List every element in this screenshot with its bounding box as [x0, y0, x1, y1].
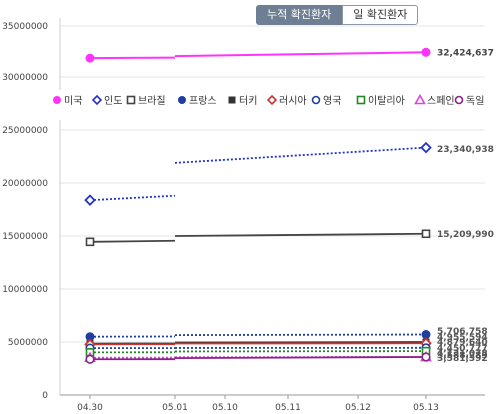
data-label: 23,340,938 [437, 145, 494, 155]
legend-marker [311, 95, 321, 105]
data-label: 4,879,640 [437, 338, 488, 348]
data-point [85, 354, 95, 364]
legend-marker [178, 96, 186, 104]
series-line-브라질 [89, 239, 176, 243]
legend-marker [414, 93, 426, 105]
data-label: 32,424,637 [437, 48, 494, 58]
y-tick-label: 5000000 [8, 338, 48, 348]
y-tick-label: 30000000 [2, 73, 48, 83]
legend-label: 미국 [64, 95, 82, 107]
view-tabs: 누적 확진환자 일 확진환자 [256, 5, 419, 25]
x-tick-label: 05.11 [275, 403, 301, 413]
legend-label: 러시아 [279, 95, 307, 107]
series-line-미국 [174, 51, 427, 58]
legend-label: 독일 [466, 95, 484, 107]
data-label: 4,131,078 [437, 349, 488, 359]
series-line-독일 [174, 356, 427, 360]
series-line-프랑스 [174, 333, 427, 337]
series-line-인도 [174, 146, 427, 164]
data-point [85, 53, 95, 63]
data-label: 15,209,990 [437, 230, 494, 240]
series-line-인도 [89, 194, 176, 202]
y-tick-label: 10000000 [2, 285, 48, 295]
data-point [420, 141, 432, 154]
legend-label: 이탈리아 [368, 94, 405, 107]
legend-marker [91, 94, 103, 106]
data-point [421, 352, 431, 362]
series-line-미국 [89, 56, 176, 60]
legend-label: 인도 [104, 95, 122, 107]
tab-cumulative[interactable]: 누적 확진환자 [256, 5, 343, 25]
legend-label: 터키 [239, 95, 257, 107]
legend-label: 브라질 [138, 95, 166, 107]
series-line-터키 [174, 341, 427, 344]
legend-marker [356, 95, 366, 105]
data-label: 4,450,777 [437, 344, 488, 354]
data-point [421, 330, 431, 340]
data-label: 3,588,283 [437, 351, 488, 361]
legend-marker [126, 95, 136, 105]
data-label: 4,955,594 [437, 333, 488, 343]
y-tick-label: 15000000 [2, 232, 48, 242]
y-tick-label: 0 [42, 391, 48, 401]
data-point [85, 332, 95, 342]
legend-label: 프랑스 [189, 95, 217, 107]
data-point [85, 237, 95, 247]
y-tick-label: 35000000 [2, 22, 48, 32]
legend-marker [53, 96, 61, 104]
x-tick-label: 05.13 [413, 403, 439, 413]
legend-label: 영국 [323, 95, 341, 107]
x-tick-label: 05.10 [212, 403, 238, 413]
data-label: 3,581,392 [437, 354, 488, 364]
legend-marker [454, 95, 464, 105]
x-tick-label: 04.30 [77, 403, 103, 413]
data-point [84, 194, 96, 206]
data-point [421, 47, 431, 57]
series-line-브라질 [174, 232, 427, 237]
legend-label: 스페인 [427, 95, 455, 107]
y-tick-label: 25000000 [2, 126, 48, 136]
data-point [421, 229, 431, 239]
x-tick-label: 05.01 [162, 403, 188, 413]
legend-marker [266, 94, 278, 106]
legend-marker [228, 96, 236, 104]
y-tick-label: 20000000 [2, 179, 48, 189]
x-tick-label: 05.12 [345, 403, 371, 413]
data-label: 5,706,758 [437, 327, 488, 337]
tab-daily[interactable]: 일 확진환자 [342, 5, 419, 25]
